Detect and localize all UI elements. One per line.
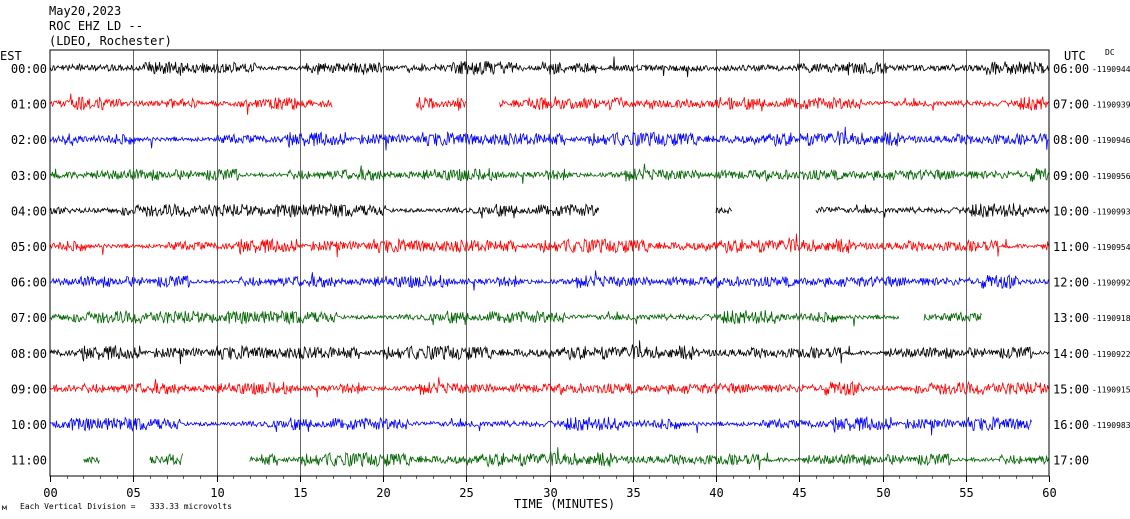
trace-row-11:00-seg-2 [249,447,1050,471]
dc-offset-label: -1190918 [1092,314,1130,323]
utc-label-15:00: 15:00 [1053,382,1089,396]
est-label-07:00: 07:00 [11,311,47,325]
utc-label-16:00: 16:00 [1053,418,1089,432]
tick-label-55: 55 [959,486,973,500]
trace-row-01:00-seg-1 [415,97,467,112]
dc-offset-label: -1190915 [1092,385,1130,394]
scale-prefix: Each Vertical Division = [20,502,136,511]
trace-row-08:00-seg-0 [49,340,1049,365]
trace-row-04:00-seg-1 [715,206,733,214]
plot-frame [49,49,1050,477]
dc-offset-label: -1190954 [1092,243,1130,252]
dc-offset-label: -1190992 [1092,279,1130,288]
trace-row-09:00-seg-0 [49,377,1049,398]
utc-label-13:00: 13:00 [1053,311,1089,325]
trace-row-10:00-seg-0 [49,415,1032,436]
dc-offset-label: -1190993 [1092,207,1130,216]
trace-row-11:00-seg-1 [149,453,184,466]
tick-label-40: 40 [709,486,723,500]
trace-row-04:00-seg-2 [815,203,1050,218]
utc-label-10:00: 10:00 [1053,204,1089,218]
trace-row-03:00-seg-0 [49,163,1049,184]
tick-label-30: 30 [543,486,557,500]
x-axis-label: TIME (MINUTES) [514,497,616,511]
utc-label-07:00: 07:00 [1053,98,1089,112]
est-label-11:00: 11:00 [11,454,47,468]
utc-label-06:00: 06:00 [1053,62,1089,76]
utc-axis-label: UTC [1064,49,1086,63]
tick-label-25: 25 [459,486,473,500]
corner-glyph: м [2,503,7,512]
est-label-08:00: 08:00 [11,347,47,361]
dc-offset-label: -1190983 [1092,421,1130,430]
utc-label-14:00: 14:00 [1053,347,1089,361]
trace-row-02:00-seg-0 [49,126,1049,151]
est-label-09:00: 09:00 [11,382,47,396]
tick-label-50: 50 [876,486,890,500]
utc-label-12:00: 12:00 [1053,276,1089,290]
est-label-04:00: 04:00 [11,204,47,218]
utc-label-09:00: 09:00 [1053,169,1089,183]
dc-offset-label: -1190939 [1092,101,1130,110]
trace-row-00:00-seg-0 [49,56,1049,78]
trace-row-01:00-seg-0 [49,93,333,115]
trace-row-01:00-seg-2 [499,96,1049,112]
est-axis-label: EST [0,49,22,63]
est-label-10:00: 10:00 [11,418,47,432]
tick-label-45: 45 [792,486,806,500]
dc-offset-label: -1190944 [1092,65,1130,74]
tick-label-35: 35 [626,486,640,500]
utc-label-08:00: 08:00 [1053,133,1089,147]
est-label-06:00: 06:00 [11,276,47,290]
est-label-03:00: 03:00 [11,169,47,183]
est-label-05:00: 05:00 [11,240,47,254]
dc-offset-label: -1190946 [1092,136,1130,145]
utc-label-17:00: 17:00 [1053,454,1089,468]
trace-row-07:00-seg-1 [923,311,982,322]
dc-offset-label: -1190922 [1092,350,1130,359]
trace-row-05:00-seg-0 [49,233,1049,258]
tick-label-05: 05 [126,486,140,500]
station-label: ROC EHZ LD -- [49,19,143,33]
trace-row-06:00-seg-0 [49,270,1049,291]
tick-label-10: 10 [210,486,224,500]
est-label-02:00: 02:00 [11,133,47,147]
tick-label-00: 00 [43,486,57,500]
est-label-00:00: 00:00 [11,62,47,76]
scale-value: 333.33 microvolts [150,502,232,511]
tick-label-20: 20 [376,486,390,500]
network-label: (LDEO, Rochester) [49,34,172,48]
date-label: May20,2023 [49,4,122,18]
trace-row-11:00-seg-0 [83,456,100,465]
dc-axis-label: DC [1105,48,1115,57]
trace-row-07:00-seg-0 [49,309,900,327]
dc-offset-label: -1190956 [1092,172,1130,181]
tick-label-15: 15 [293,486,307,500]
est-label-01:00: 01:00 [11,98,47,112]
utc-label-11:00: 11:00 [1053,240,1089,254]
trace-row-04:00-seg-0 [49,202,600,219]
tick-label-60: 60 [1042,486,1056,500]
